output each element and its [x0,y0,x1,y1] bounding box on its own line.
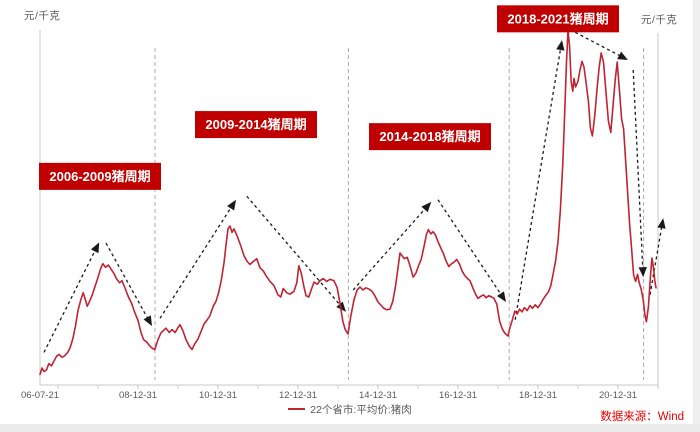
legend-series-label: 22个省市:平均价:猪肉 [310,404,412,416]
trend-arrow-head [227,199,236,211]
trend-arrow-head [617,51,628,60]
x-tick-label: 20-12-31 [599,390,637,401]
cycle-label-box [195,111,317,139]
x-tick-label: 12-12-31 [279,390,317,401]
trend-arrow-shaft [352,207,427,291]
data-source-label: 数据来源：Wind [600,411,684,423]
window-bottom-edge [0,424,700,432]
price-line [39,29,657,376]
cycle-label-text: 2009-2014猪周期 [205,117,306,132]
trend-arrow-shaft [437,199,503,296]
trend-arrow-shaft [105,242,149,320]
cycle-label-box [497,5,619,33]
trend-arrow-shaft [43,249,97,353]
trend-arrow-shaft [159,206,233,319]
legend: 22个省市:平均价:猪肉 [0,402,700,417]
trend-arrow-head [638,266,647,278]
x-tick-label: 08-12-31 [119,390,157,401]
trend-arrow-shaft [514,47,562,320]
x-tick-label: 06-07-21 [21,390,59,401]
x-tick-label: 10-12-31 [199,390,237,401]
scrollbar-track[interactable] [693,0,700,432]
y-axis-unit-left: 元/千克 [24,10,61,22]
cycle-label-box [369,123,491,151]
trend-arrow-head [556,40,565,51]
x-tick-label: 16-12-31 [439,390,477,401]
cycle-label-text: 2018-2021猪周期 [507,11,608,26]
trend-arrow-head [143,315,152,327]
cycle-label-box [39,162,161,190]
trend-arrow-head [657,218,666,229]
x-tick-label: 18-12-31 [519,390,557,401]
trend-arrow-head [496,291,506,302]
trend-arrow-shaft [574,31,622,57]
trend-arrow-shaft [246,195,342,307]
x-tick-label: 14-12-31 [359,390,397,401]
legend-line-swatch [288,408,306,410]
trend-arrow-shaft [632,69,644,270]
trend-arrow-head [90,242,100,254]
cycle-label-text: 2014-2018猪周期 [379,129,480,144]
y-axis-unit-right: 元/千克 [641,14,678,26]
cycle-label-text: 2006-2009猪周期 [49,169,150,184]
trend-arrow-head [421,201,432,213]
